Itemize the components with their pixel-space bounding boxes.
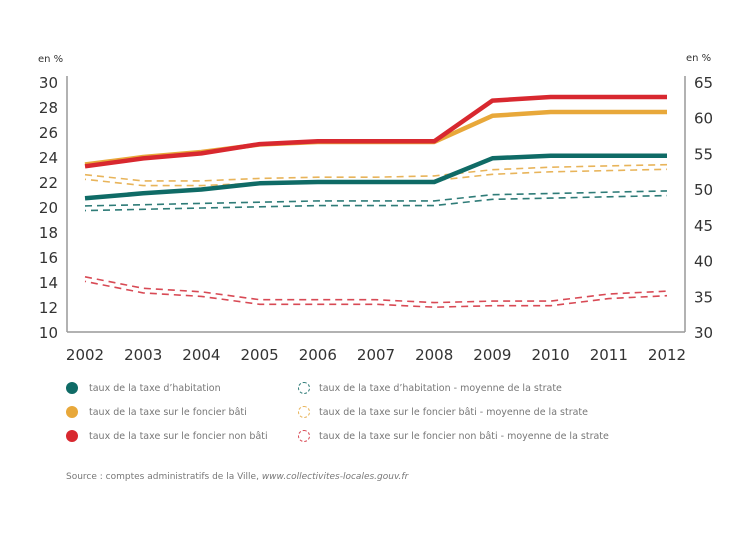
legend-label: taux de la taxe sur le foncier bâti	[89, 406, 247, 418]
series-line	[84, 94, 667, 169]
right-axis-tick-label: 45	[694, 217, 713, 235]
legend-label: taux de la taxe d’habitation - moyenne d…	[319, 382, 562, 394]
source-note: Source : comptes administratifs de la Vi…	[66, 472, 408, 482]
legend-item-habitation: taux de la taxe d’habitation	[66, 378, 221, 398]
left-axis-tick-label: 18	[39, 224, 58, 242]
left-axis-tick-label: 28	[39, 99, 58, 117]
legend-item-foncier-non-bati: taux de la taxe sur le foncier non bâti	[66, 426, 268, 446]
series-line	[84, 153, 667, 201]
right-axis-tick-label: 60	[694, 110, 713, 128]
x-axis-tick-label: 2005	[241, 346, 279, 364]
legend-swatch	[66, 382, 78, 394]
left-axis-tick-label: 10	[39, 324, 58, 342]
right-axis-tick-label: 30	[694, 324, 713, 342]
legend-label: taux de la taxe d’habitation	[89, 382, 221, 394]
right-axis-tick-label: 65	[694, 74, 713, 92]
legend-label: taux de la taxe sur le foncier bâti - mo…	[319, 406, 589, 418]
series-dashed-line	[84, 190, 668, 207]
series-dashed-line	[84, 163, 668, 182]
right-axis-tick-label: 55	[694, 145, 713, 163]
series-3	[84, 190, 668, 212]
legend-swatch	[66, 406, 78, 418]
series-dashed-line	[84, 280, 668, 309]
right-axis-tick-label: 40	[694, 253, 713, 271]
right-axis-unit-label: en %	[686, 53, 711, 64]
x-axis-tick-label: 2007	[357, 346, 395, 364]
source-text: Source : comptes administratifs de la Vi…	[66, 472, 262, 482]
legend-label: taux de la taxe sur le foncier non bâti	[89, 430, 268, 442]
left-axis-tick-label: 12	[39, 299, 58, 317]
left-axis-tick-label: 16	[39, 249, 58, 267]
x-axis-tick-label: 2009	[473, 346, 511, 364]
left-axis-unit-label: en %	[38, 54, 63, 65]
legend-swatch	[298, 406, 310, 418]
legend-swatch	[298, 382, 310, 394]
legend-item-foncier-bati-moyenne: taux de la taxe sur le foncier bâti - mo…	[298, 402, 588, 422]
legend-item-foncier-non-bati-moyenne: taux de la taxe sur le foncier non bâti …	[298, 426, 609, 446]
right-axis-tick-label: 35	[694, 288, 713, 306]
x-axis-tick-label: 2010	[532, 346, 570, 364]
series-4	[84, 163, 668, 187]
axes	[66, 76, 686, 333]
left-axis-tick-label: 22	[39, 174, 58, 192]
series-0	[84, 153, 667, 201]
legend-label: taux de la taxe sur le foncier non bâti …	[319, 430, 609, 442]
legend-swatch	[298, 430, 310, 442]
left-axis-tick-label: 20	[39, 199, 58, 217]
series-dashed-line	[84, 276, 668, 304]
x-axis-tick-label: 2012	[648, 346, 686, 364]
x-axis-tick-label: 2008	[415, 346, 453, 364]
line-chart: en % en % 10 12 14 16 18 20 22 24 26 28 30 30 35 40 45 50…	[38, 53, 713, 364]
x-axis-tick-label: 2006	[299, 346, 337, 364]
x-axis-tick-label: 2003	[124, 346, 162, 364]
x-axis-tick-label: 2002	[66, 346, 104, 364]
right-axis-tick-label: 50	[694, 181, 713, 199]
left-axis-tick-label: 26	[39, 124, 58, 142]
tick-labels: en % en % 10 12 14 16 18 20 22 24 26 28 30 30 35 40 45 50…	[38, 53, 713, 364]
x-axis-tick-label: 2004	[182, 346, 220, 364]
left-axis-tick-label: 14	[39, 274, 58, 292]
series-dashed-line	[84, 194, 668, 212]
series-layer	[84, 94, 668, 309]
source-link[interactable]: www.collectivites-locales.gouv.fr	[261, 472, 409, 482]
series-5	[84, 276, 668, 309]
left-axis-tick-label: 30	[39, 74, 58, 92]
legend-swatch	[66, 430, 78, 442]
legend-item-foncier-bati: taux de la taxe sur le foncier bâti	[66, 402, 247, 422]
series-2	[84, 94, 667, 169]
x-axis-tick-label: 2011	[590, 346, 628, 364]
left-axis-tick-label: 24	[39, 149, 58, 167]
legend-item-habitation-moyenne: taux de la taxe d’habitation - moyenne d…	[298, 378, 562, 398]
